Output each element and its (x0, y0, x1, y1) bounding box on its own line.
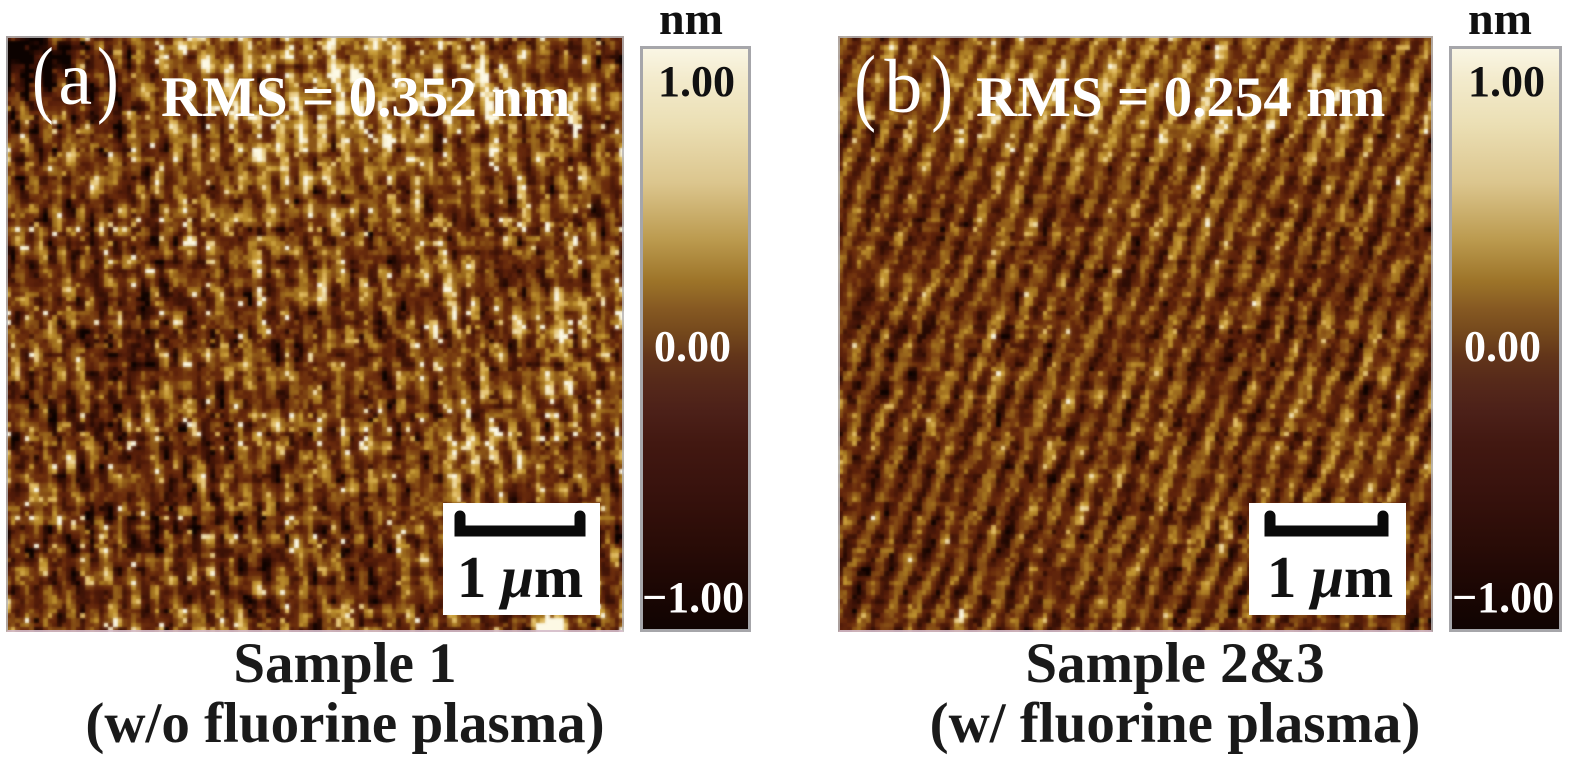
svg-text:1 μm: 1 μm (1267, 544, 1393, 610)
svg-text:1 μm: 1 μm (457, 544, 583, 610)
